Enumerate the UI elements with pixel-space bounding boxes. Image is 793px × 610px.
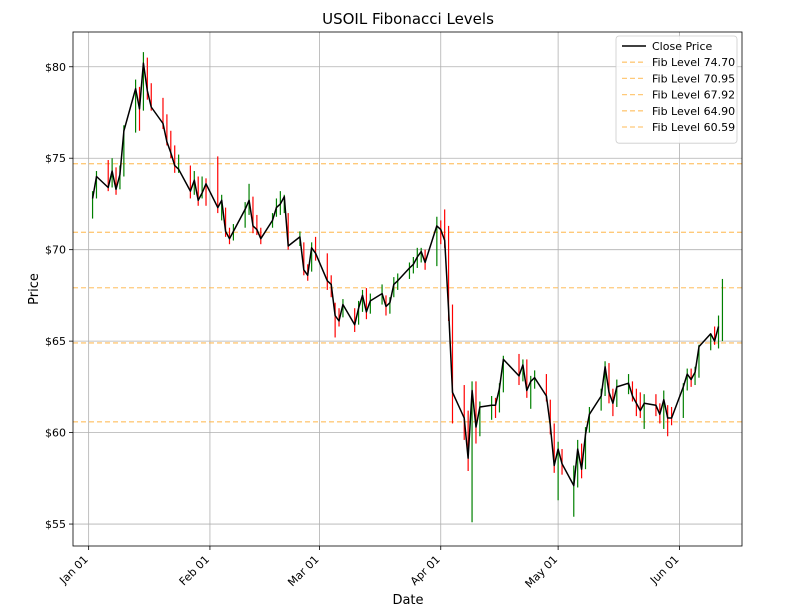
y-tick-label: $60 (45, 427, 66, 440)
y-tick-label: $70 (45, 244, 66, 257)
close-price-line (91, 62, 720, 487)
legend-label: Fib Level 64.90 (652, 105, 735, 118)
y-axis: $55 $60 $65 $70 $75 $80 (45, 61, 73, 531)
legend: Close Price Fib Level 74.70 Fib Level 70.9… (615, 35, 738, 144)
plot-area-frame (72, 31, 743, 547)
y-tick-label: $55 (45, 518, 66, 531)
legend-label: Fib Level 74.70 (652, 56, 735, 69)
legend-label: Fib Level 67.92 (652, 89, 735, 102)
legend-box (615, 35, 738, 144)
grid (73, 32, 742, 546)
legend-label: Fib Level 70.95 (652, 72, 735, 85)
chart-title: USOIL Fibonacci Levels (322, 10, 494, 28)
legend-label: Fib Level 60.59 (652, 121, 735, 134)
x-axis-label: Date (392, 593, 423, 608)
legend-label: Close Price (652, 40, 713, 53)
y-tick-label: $75 (45, 152, 66, 165)
y-axis-label: Price (27, 273, 42, 305)
y-tick-label: $65 (45, 335, 66, 348)
y-tick-label: $80 (45, 61, 66, 74)
